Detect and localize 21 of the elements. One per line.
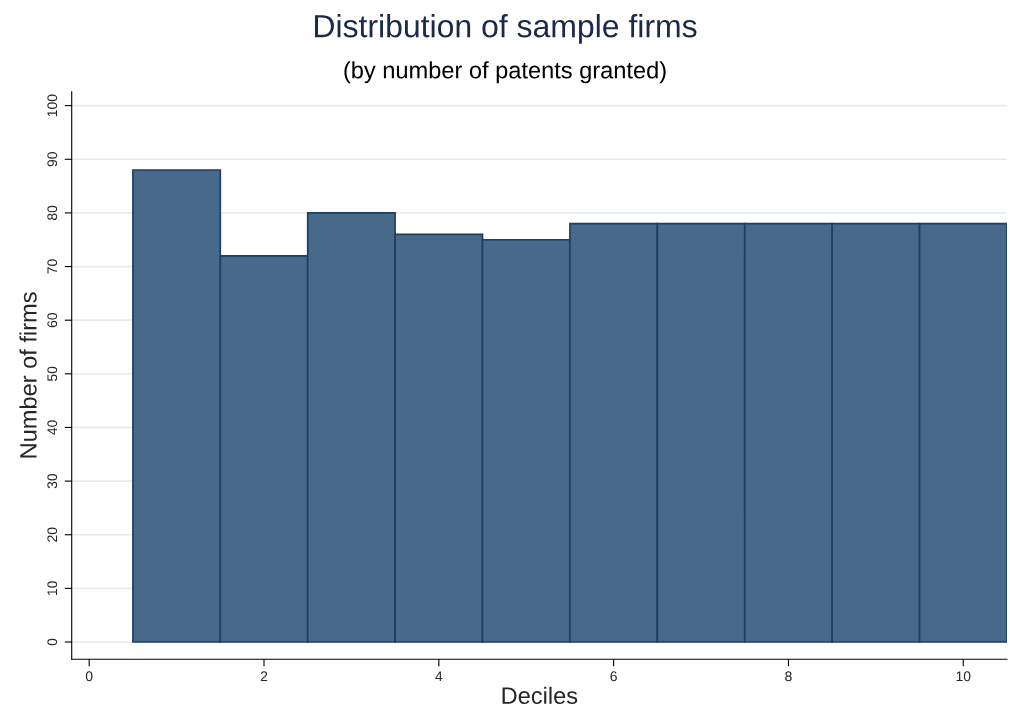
y-tick-label: 40: [47, 420, 58, 435]
x-tick-label: 0: [85, 671, 93, 682]
y-tick-label: 0: [47, 638, 58, 646]
chart-subtitle: (by number of patents granted): [344, 61, 666, 84]
y-tick-label: 100: [47, 94, 58, 117]
y-tick-label: 60: [47, 313, 58, 328]
y-tick-label: 30: [47, 473, 58, 489]
y-tick-label: 80: [47, 205, 58, 221]
x-tick-label: 8: [785, 671, 792, 682]
y-tick-label: 90: [47, 152, 58, 167]
chart-title: Distribution of sample firms: [315, 13, 697, 44]
x-tick-label: 10: [956, 671, 971, 682]
y-tick-label: 10: [47, 581, 58, 596]
y-axis-title: Number of firms: [19, 292, 37, 458]
y-tick-label: 70: [47, 259, 58, 274]
y-tick-label: 20: [47, 527, 58, 542]
x-tick-label: 6: [610, 671, 617, 682]
y-tick-label: 50: [47, 366, 58, 381]
x-tick-label: 4: [435, 671, 443, 682]
x-tick-label: 2: [260, 671, 268, 682]
x-axis-title: Deciles: [502, 686, 578, 705]
